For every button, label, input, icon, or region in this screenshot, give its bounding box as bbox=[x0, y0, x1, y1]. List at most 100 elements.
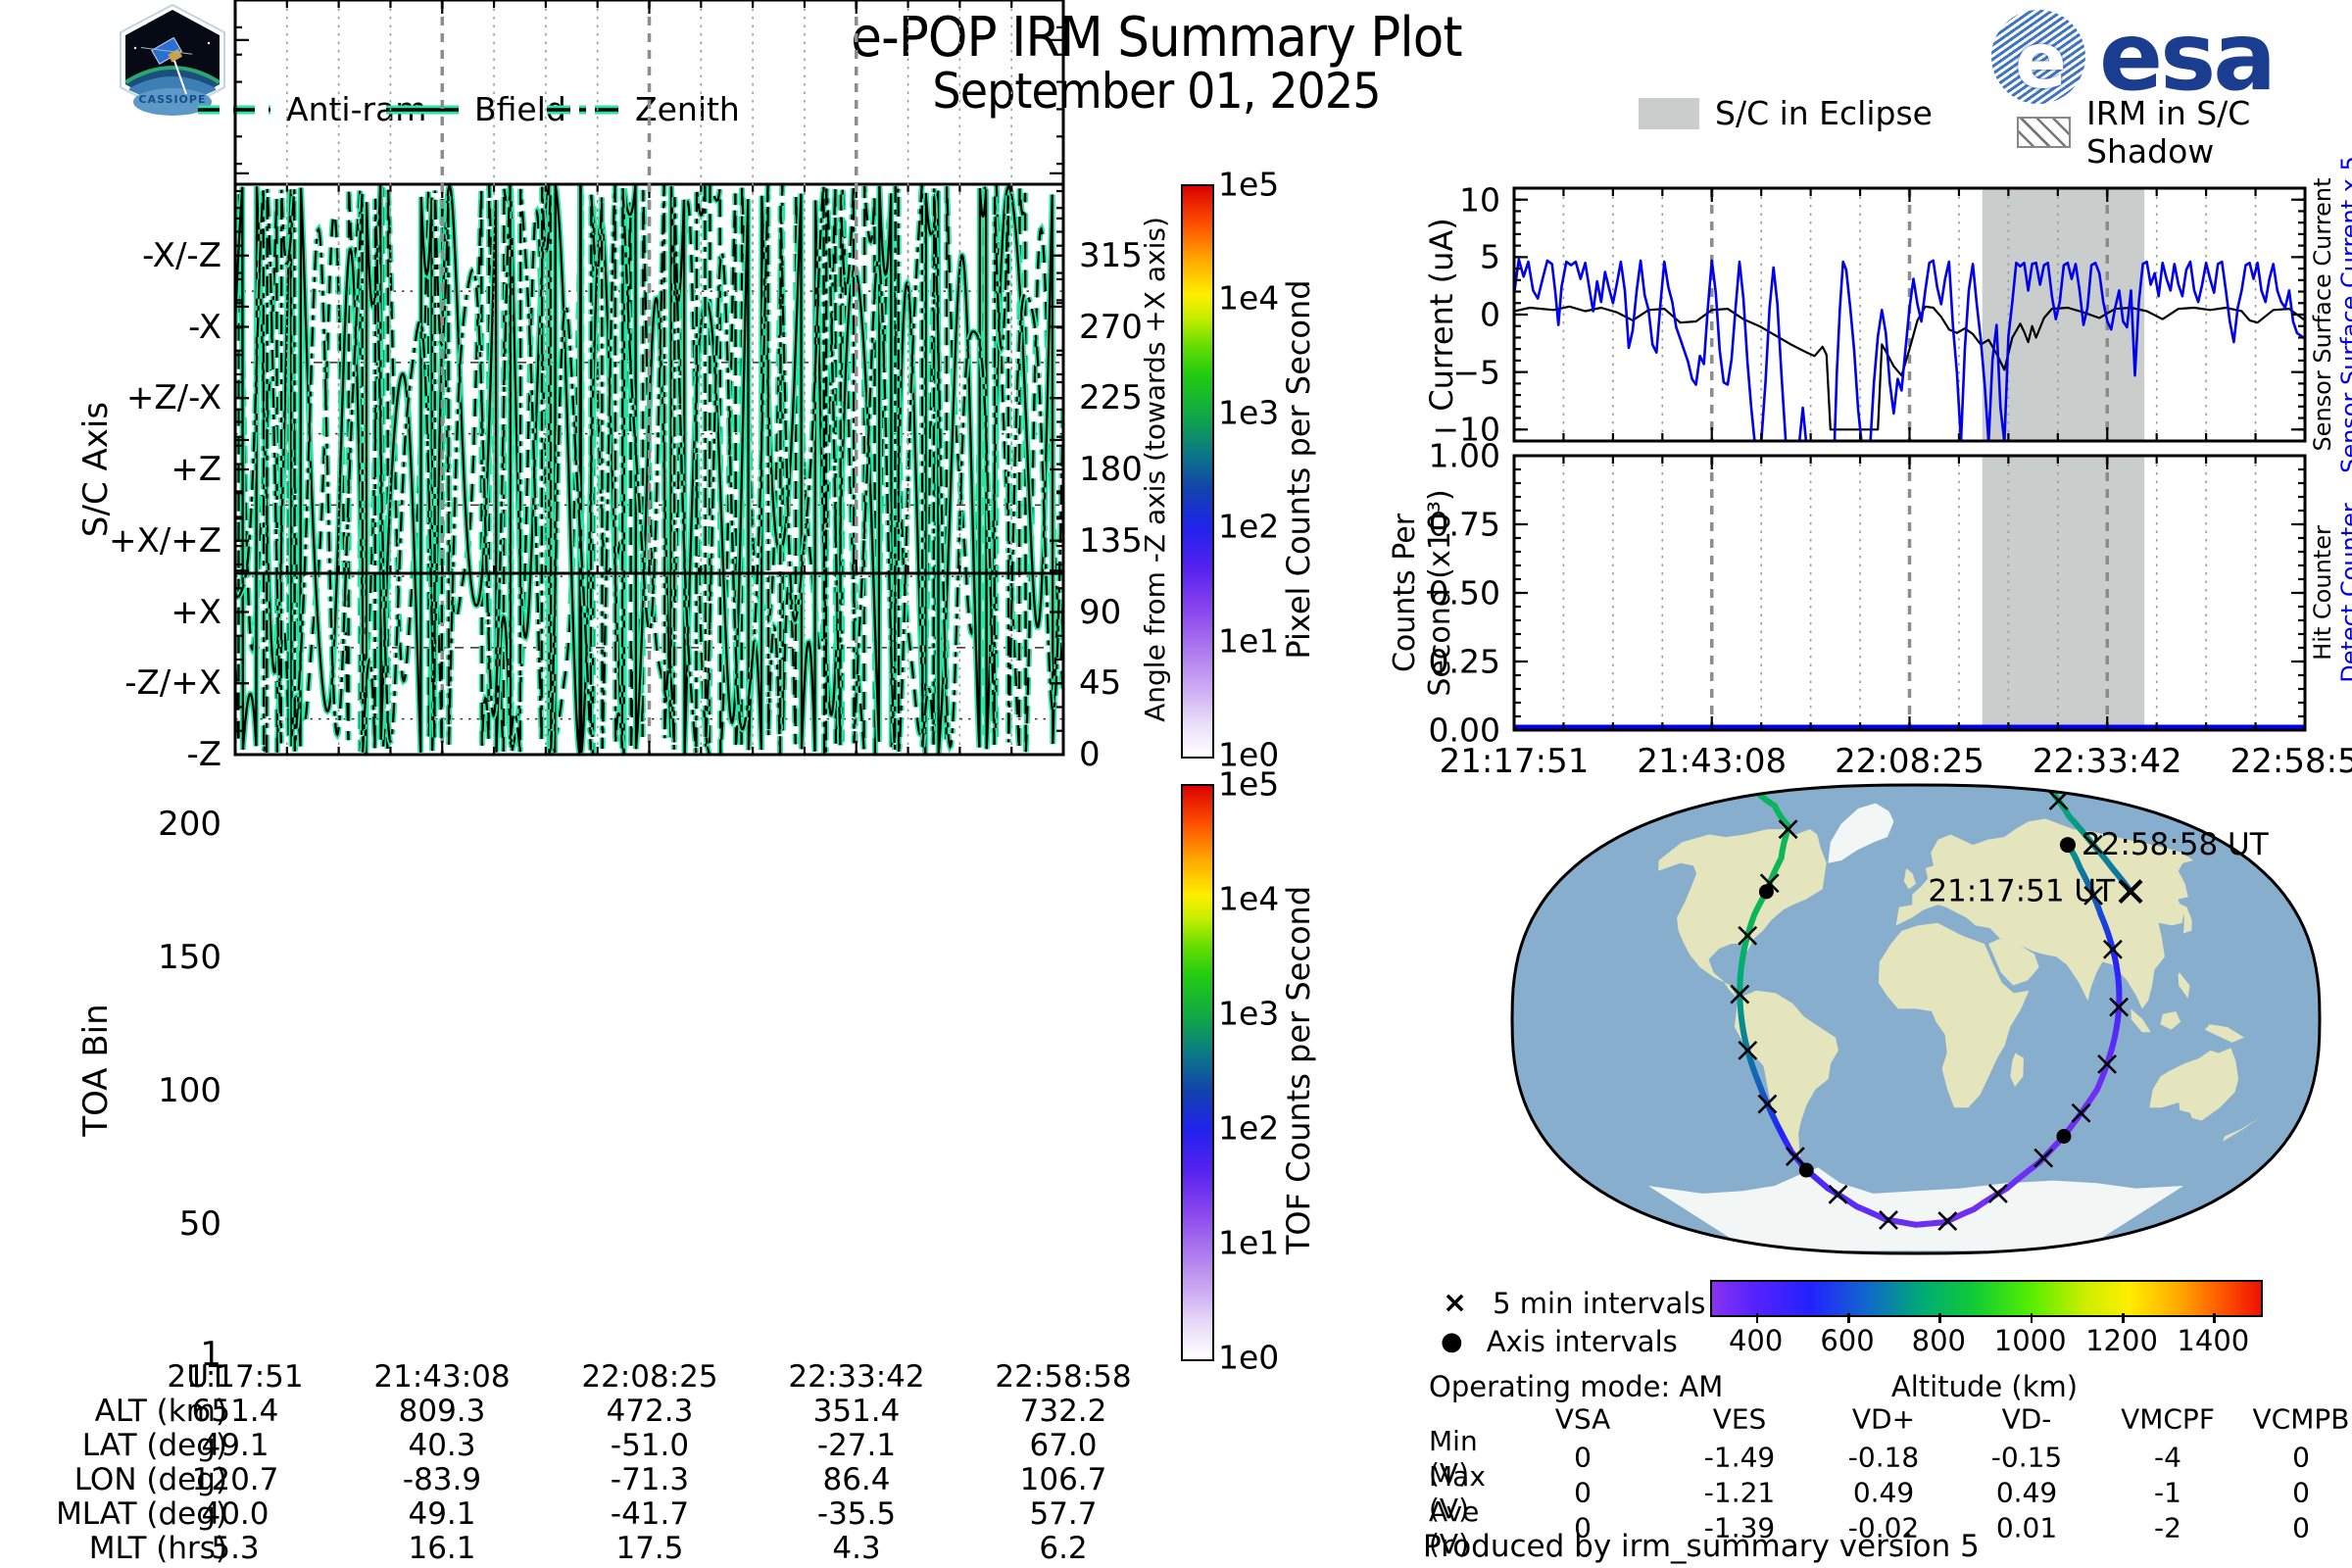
ephemeris-value: 22:58:58 bbox=[995, 1359, 1132, 1395]
decorative-graphic bbox=[2056, 1129, 2072, 1144]
decorative-graphic bbox=[1828, 1184, 1848, 1204]
decorative-graphic bbox=[2082, 834, 2103, 855]
angle-right-tick-label: 315 bbox=[1079, 235, 1143, 275]
ephemeris-value: 16.1 bbox=[408, 1531, 476, 1566]
decorative-graphic bbox=[207, 41, 211, 45]
voltage-column-header: VD+ bbox=[1851, 1402, 1916, 1436]
counts-ytick-label: 0.25 bbox=[1428, 642, 1500, 681]
voltage-column-header: VCMPB bbox=[2252, 1402, 2350, 1436]
decorative-graphic bbox=[1734, 990, 1838, 1163]
voltage-value: 0 bbox=[1574, 1511, 1592, 1544]
decorative-graphic bbox=[2097, 1054, 2117, 1074]
voltage-value: 0 bbox=[1574, 1441, 1592, 1474]
voltage-value: -1.49 bbox=[1703, 1441, 1776, 1474]
decorative-graphic bbox=[2059, 837, 2076, 854]
current-ytick-label: −10 bbox=[1432, 410, 1500, 449]
decorative-graphic bbox=[1778, 819, 1798, 840]
ephemeris-value: 22:08:25 bbox=[581, 1359, 718, 1395]
shadow-legend-label: IRM in S/C Shadow bbox=[2086, 94, 2251, 171]
toa-ytick-label: 100 bbox=[158, 1070, 221, 1110]
angle-right-tick-label: 180 bbox=[1079, 450, 1143, 489]
current-plot bbox=[0, 0, 2352, 465]
decorative-graphic bbox=[1752, 787, 1760, 795]
current-plot-svg bbox=[1512, 186, 2307, 443]
ephemeris-row-label: UT bbox=[186, 1359, 227, 1395]
counts-ytick-label: 0.75 bbox=[1428, 505, 1500, 544]
dot-marker-icon: ● bbox=[1441, 1327, 1463, 1356]
decorative-graphic bbox=[1658, 829, 1827, 999]
decorative-graphic bbox=[1828, 803, 1894, 863]
eclipse-legend-label: S/C in Eclipse bbox=[1715, 94, 1933, 132]
decorative-graphic bbox=[2083, 885, 2104, 906]
altitude-tick bbox=[1938, 1313, 1941, 1323]
current-ytick-label: 10 bbox=[1459, 180, 1500, 220]
decorative-graphic bbox=[1738, 1040, 1758, 1060]
decorative-graphic bbox=[1987, 1184, 2008, 1203]
altitude-tick-label: 400 bbox=[1728, 1324, 1784, 1357]
voltage-column-header: VES bbox=[1712, 1402, 1767, 1436]
colorbar-tick-label: 1e4 bbox=[1218, 278, 1280, 318]
decorative-graphic bbox=[2034, 1148, 2054, 1168]
voltage-value: -0.18 bbox=[1847, 1441, 1920, 1474]
counts-ytick-label: 0.00 bbox=[1428, 710, 1500, 750]
ephemeris-value: 6.2 bbox=[1039, 1531, 1088, 1566]
decorative-graphic bbox=[1758, 884, 1774, 900]
map-legend-axis: ● Axis intervals bbox=[1441, 1325, 1678, 1358]
map-legend-5min: × 5 min intervals bbox=[1443, 1286, 1705, 1320]
ephemeris-value: 86.4 bbox=[822, 1462, 891, 1497]
ephemeris-row-label: MLAT (deg) bbox=[56, 1496, 227, 1532]
voltage-value: 0 bbox=[2292, 1511, 2310, 1544]
legend-label: Zenith bbox=[635, 90, 740, 128]
decorative-graphic bbox=[2160, 1011, 2181, 1030]
ephemeris-value: 49.1 bbox=[201, 1428, 270, 1463]
altitude-tick bbox=[2122, 1313, 2125, 1323]
ephemeris-value: -83.9 bbox=[402, 1462, 482, 1497]
altitude-colorbar-title: Altitude (km) bbox=[1890, 1370, 2079, 1403]
decorative-graphic bbox=[2109, 997, 2130, 1017]
colorbar-tick-label: 1e1 bbox=[1218, 1223, 1280, 1262]
decorative-graphic bbox=[1879, 1210, 1898, 1230]
voltage-value: -2 bbox=[2154, 1511, 2181, 1544]
sc-axis-ytick-label: -X bbox=[188, 307, 221, 347]
ground-track-map-svg: 21:17:51 UT 22:58:58 UT bbox=[1510, 783, 2322, 1255]
decorative-graphic bbox=[2178, 972, 2190, 999]
decorative-graphic bbox=[1757, 1094, 1778, 1114]
decorative-graphic bbox=[133, 88, 212, 116]
colorbar-tick-label: 1e2 bbox=[1218, 1108, 1280, 1148]
colorbar-tick-label: 1e5 bbox=[1218, 764, 1280, 804]
time-xtick-label: 22:08:25 bbox=[1835, 742, 1984, 781]
decorative-graphic bbox=[235, 184, 1063, 755]
toa-bin-plot bbox=[0, 0, 1372, 788]
esa-globe-letter: e bbox=[2015, 18, 2067, 104]
decorative-graphic bbox=[2048, 791, 2069, 810]
altitude-tick-label: 1000 bbox=[1993, 1324, 2067, 1357]
toa-plot-svg bbox=[233, 0, 1065, 575]
decorative-graphic bbox=[2204, 1024, 2244, 1043]
decorative-graphic bbox=[1982, 456, 2145, 730]
decorative-graphic bbox=[1514, 258, 2305, 441]
sc-axis-ytick-label: -Z bbox=[186, 735, 221, 774]
angle-right-tick-label: 270 bbox=[1079, 307, 1143, 347]
map-legend-label: Axis intervals bbox=[1486, 1325, 1678, 1358]
decorative-graphic bbox=[1937, 1211, 1958, 1231]
angle-right-tick-label: 0 bbox=[1079, 735, 1101, 774]
ephemeris-value: 732.2 bbox=[1019, 1394, 1107, 1429]
voltage-value: 0.01 bbox=[1995, 1511, 2058, 1544]
shadow-hatch-swatch-icon bbox=[2017, 117, 2072, 148]
decorative-graphic bbox=[143, 22, 147, 25]
page-title: e-POP IRM Summary Plot bbox=[851, 6, 1462, 70]
decorative-graphic bbox=[140, 47, 193, 55]
ephemeris-value: 49.1 bbox=[408, 1496, 476, 1532]
voltage-value: 0 bbox=[2292, 1476, 2310, 1509]
decorative-graphic bbox=[1512, 785, 2320, 1253]
operating-mode: Operating mode: AM bbox=[1429, 1370, 1724, 1403]
decorative-graphic bbox=[1903, 868, 1916, 890]
ephemeris-value: 351.4 bbox=[812, 1394, 901, 1429]
decorative-graphic bbox=[1514, 305, 2305, 431]
time-xtick-label: 21:43:08 bbox=[1637, 742, 1788, 781]
produced-by-note: Produced by irm_summary version 5 bbox=[1423, 1529, 1980, 1564]
decorative-graphic bbox=[1514, 258, 2305, 441]
shadow-legend-item: IRM in S/C Shadow bbox=[2017, 94, 2352, 171]
x-marker-icon: × bbox=[1443, 1286, 1468, 1320]
angle-right-tick-label: 135 bbox=[1079, 520, 1143, 561]
